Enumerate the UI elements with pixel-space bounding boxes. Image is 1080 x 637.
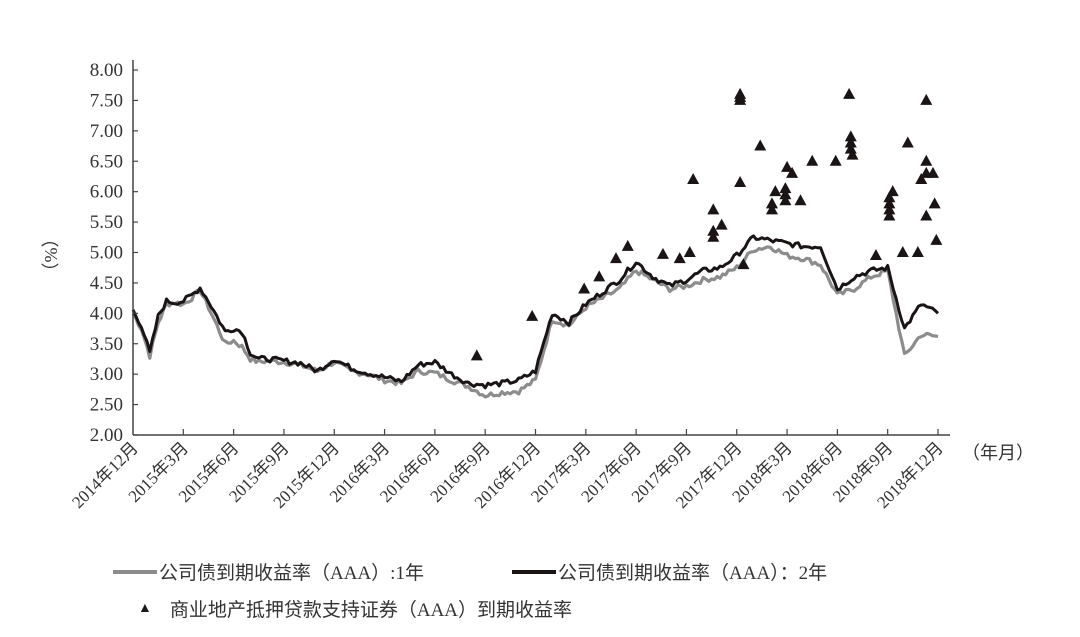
triangle-marker-icon: [901, 136, 914, 148]
triangle-marker-icon: [844, 130, 857, 142]
triangle-marker-icon: [737, 258, 750, 270]
triangle-marker-icon: [687, 173, 700, 184]
triangle-marker-icon: [883, 197, 896, 209]
triangle-marker-icon: [707, 203, 720, 215]
triangle-marker-icon: [765, 203, 778, 215]
y-tick-label: 6.50: [90, 151, 123, 172]
y-tick-label: 3.00: [90, 364, 123, 385]
series-line-1yr: [131, 245, 939, 399]
triangle-marker-icon: [707, 224, 720, 236]
triangle-marker-icon: [843, 87, 856, 99]
triangle-marker-icon: [928, 197, 941, 209]
triangle-marker-icon: [779, 188, 792, 200]
triangle-marker-icon: [754, 139, 767, 151]
triangle-marker-icon: [707, 230, 720, 242]
y-tick-label: 8.00: [90, 60, 123, 81]
y-tick-label: 5.00: [90, 243, 123, 264]
x-tick-label: 2014年12月: [68, 438, 142, 512]
y-tick-label: 5.50: [90, 212, 123, 233]
y-tick-label: 7.00: [90, 121, 123, 142]
triangle-marker-icon: [869, 249, 882, 261]
triangle-marker-icon: [920, 154, 933, 166]
y-tick-label: 2.00: [90, 425, 123, 446]
triangle-marker-icon: [844, 136, 857, 148]
triangle-marker-icon: [593, 270, 606, 282]
y-tick-label: 4.50: [90, 273, 123, 294]
triangle-marker-icon: [794, 194, 807, 206]
triangle-marker-icon: [911, 246, 924, 257]
triangle-marker-icon: [578, 282, 591, 294]
axes: 2.00 2.50 3.00 3.50 4.00 4.50 5.00 5.50 6.00 6.50…: [41, 60, 1034, 512]
triangle-marker-icon: [734, 176, 747, 188]
triangle-marker-icon: [883, 209, 896, 221]
triangle-marker-icon: [883, 203, 896, 215]
triangle-marker-icon: [734, 93, 747, 105]
triangle-marker-icon: [915, 173, 928, 184]
triangle-marker-icon: [930, 233, 943, 245]
triangle-marker-icon: [886, 185, 899, 197]
y-tick-label: 2.50: [90, 395, 123, 416]
triangle-marker-icon: [526, 309, 539, 321]
triangle-marker-icon: [779, 194, 792, 206]
triangle-marker-icon: [829, 154, 842, 166]
triangle-marker-icon: [734, 87, 747, 99]
y-tick-label: 4.00: [90, 303, 123, 324]
triangle-marker-icon: [920, 209, 933, 221]
triangle-marker-icon: [769, 185, 782, 197]
triangle-marker-icon: [610, 252, 622, 264]
y-tick-label: 7.50: [90, 90, 123, 111]
triangle-marker-icon: [683, 246, 696, 257]
triangle-marker-icon: [806, 154, 819, 166]
triangle-marker-icon: [920, 93, 933, 105]
triangle-marker-icon: [846, 148, 859, 160]
triangle-marker-icon: [896, 246, 909, 257]
series-scatter-cmbs: [470, 87, 943, 361]
plot-area: [131, 87, 943, 399]
triangle-marker-icon: [656, 247, 669, 259]
triangle-marker-icon: [781, 160, 794, 172]
y-tick-label: 6.00: [90, 182, 123, 203]
triangle-marker-icon: [715, 218, 728, 230]
series-line-2yr: [131, 234, 940, 390]
x-axis-label: （年月）: [962, 443, 1034, 463]
triangle-marker-icon: [926, 166, 939, 178]
triangle-marker-icon: [779, 182, 792, 194]
triangle-marker-icon: [673, 252, 686, 264]
y-axis-label: （%）: [41, 230, 61, 281]
triangle-marker-icon: [786, 166, 799, 178]
triangle-marker-icon: [470, 349, 483, 361]
triangle-marker-icon: [621, 239, 634, 251]
triangle-marker-icon: [844, 142, 857, 154]
triangle-marker-icon: [883, 191, 896, 203]
triangle-marker-icon: [765, 197, 778, 209]
y-tick-label: 3.50: [90, 334, 123, 355]
